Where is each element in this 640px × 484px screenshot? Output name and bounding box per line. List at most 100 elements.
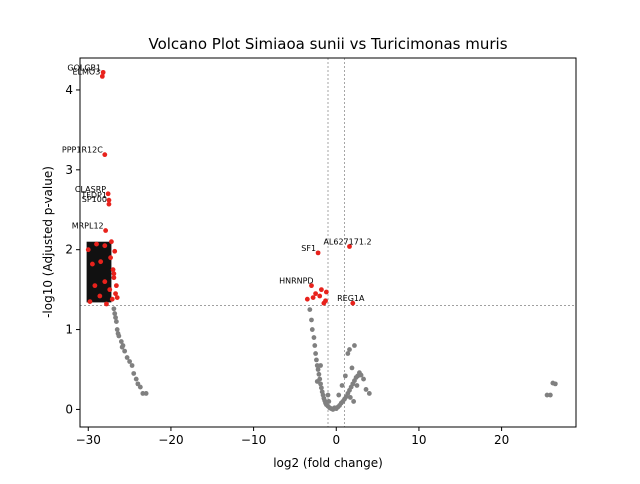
data-point-significant (106, 197, 112, 203)
data-point-not-significant (314, 363, 320, 368)
data-point-significant (317, 293, 323, 299)
data-point-significant (109, 239, 114, 245)
data-point-not-significant (347, 395, 353, 400)
data-point-not-significant (127, 359, 132, 364)
data-point-significant (106, 201, 112, 207)
data-point-significant (111, 271, 117, 277)
data-point-not-significant (309, 317, 314, 323)
data-point-not-significant (349, 365, 355, 371)
gene-label: TFDP1 (80, 191, 107, 200)
data-point-significant (102, 279, 108, 285)
gene-label: CLASRP (75, 185, 106, 194)
data-point-not-significant (312, 343, 318, 348)
data-point-not-significant (342, 373, 348, 379)
data-point-significant (114, 295, 120, 301)
data-point-significant (113, 291, 118, 297)
data-point-significant (310, 295, 316, 301)
data-point-not-significant (325, 392, 331, 398)
data-point-not-significant (311, 335, 317, 340)
data-point-not-significant (351, 399, 357, 404)
data-point-significant (318, 287, 324, 293)
x-tick-label: 0 (332, 433, 340, 447)
data-point-not-significant (358, 372, 364, 378)
data-point-significant (323, 289, 329, 295)
gene-label: HNRNPD (279, 277, 314, 286)
y-tick-label: 2 (65, 243, 73, 257)
data-point-not-significant (113, 319, 119, 324)
data-point-not-significant (345, 351, 351, 356)
data-point-significant (105, 191, 111, 197)
data-point-significant (102, 243, 108, 249)
data-point-significant (309, 283, 314, 289)
data-point-significant (102, 152, 108, 158)
gene-label: PPP1R12C (62, 146, 103, 155)
label-cluster-block (86, 241, 112, 303)
data-point-not-significant (318, 381, 323, 387)
y-tick-label: 3 (65, 163, 73, 177)
data-point-significant (98, 259, 104, 265)
data-point-not-significant (361, 376, 366, 382)
data-point-significant (109, 296, 115, 302)
data-point-significant (113, 283, 119, 289)
data-point-not-significant (339, 383, 345, 388)
data-point-not-significant (318, 385, 324, 391)
data-point-significant (90, 261, 95, 267)
gene-label: AL627171.2 (323, 237, 371, 246)
data-point-not-significant (326, 399, 332, 404)
x-tick-label: −10 (241, 433, 266, 447)
data-point-not-significant (347, 347, 352, 352)
data-point-significant (92, 283, 98, 289)
data-point-not-significant (140, 391, 146, 396)
gene-label: GOLGB1 (67, 63, 101, 72)
x-tick-label: 20 (494, 433, 509, 447)
data-point-not-significant (115, 331, 121, 336)
data-point-not-significant (552, 381, 558, 387)
data-point-significant (112, 248, 118, 254)
y-tick-label: 0 (65, 402, 73, 416)
data-point-not-significant (119, 344, 125, 350)
data-point-not-significant (354, 383, 360, 388)
data-point-not-significant (547, 392, 553, 398)
data-point-significant (85, 247, 91, 253)
data-point-not-significant (143, 391, 149, 396)
data-point-significant (304, 296, 310, 302)
gene-label: ELMO3 (73, 67, 101, 76)
data-point-significant (103, 228, 109, 233)
x-tick-label: 10 (411, 433, 426, 447)
data-point-significant (350, 300, 356, 306)
data-point-not-significant (133, 376, 139, 382)
gene-label: REG1A (337, 294, 365, 303)
data-point-not-significant (314, 357, 319, 363)
data-point-not-significant (315, 367, 321, 372)
data-point-not-significant (129, 363, 135, 368)
data-point-not-significant (113, 315, 118, 320)
data-point-significant (99, 73, 105, 79)
x-tick-label: −20 (158, 433, 183, 447)
data-point-not-significant (336, 392, 342, 398)
data-point-significant (107, 287, 113, 293)
data-point-not-significant (309, 327, 315, 332)
x-tick-label: −30 (76, 433, 101, 447)
data-point-not-significant (137, 384, 143, 390)
data-point-not-significant (314, 379, 320, 384)
data-point-not-significant (124, 355, 130, 360)
data-point-not-significant (114, 327, 120, 332)
data-point-significant (97, 293, 103, 299)
data-point-not-significant (544, 392, 550, 398)
data-point-not-significant (313, 351, 318, 356)
data-point-significant (313, 291, 318, 297)
chart-title: Volcano Plot Simiaoa sunii vs Turicimona… (148, 35, 507, 53)
x-axis-label: log2 (fold change) (273, 456, 383, 470)
data-point-significant (104, 301, 109, 307)
data-point-not-significant (122, 348, 128, 354)
data-point-significant (111, 275, 117, 281)
data-point-significant (315, 250, 321, 256)
y-axis-label: -log10 (Adjusted p-value) (41, 166, 55, 318)
data-point-significant (110, 267, 116, 273)
data-point-not-significant (112, 311, 118, 316)
y-tick-label: 4 (65, 83, 73, 97)
data-point-significant (347, 244, 352, 249)
data-point-significant (100, 69, 106, 75)
